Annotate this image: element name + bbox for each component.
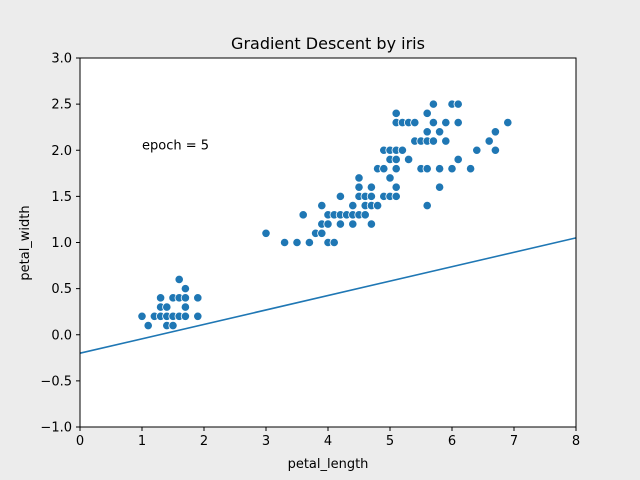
scatter-point xyxy=(453,154,463,165)
scatter-point xyxy=(410,117,420,128)
scatter-point xyxy=(391,164,401,174)
scatter-point xyxy=(490,127,500,137)
y-tick-label: 2.0 xyxy=(51,144,72,159)
y-tick-label: 0.0 xyxy=(51,328,72,343)
y-tick-label: 1.5 xyxy=(51,190,72,205)
x-tick-label: 8 xyxy=(572,434,580,449)
x-tick-label: 5 xyxy=(386,434,394,449)
scatter-point xyxy=(180,293,190,303)
scatter-point xyxy=(366,182,376,192)
scatter-point xyxy=(428,99,438,109)
scatter-point xyxy=(434,127,445,137)
x-tick-label: 2 xyxy=(200,434,208,449)
y-tick-label: −1.0 xyxy=(40,421,72,436)
scatter-point xyxy=(422,164,432,174)
scatter-point xyxy=(317,201,327,211)
scatter-point xyxy=(465,164,476,174)
x-tick-label: 1 xyxy=(138,434,146,449)
scatter-point xyxy=(391,154,401,165)
scatter-point xyxy=(292,237,302,248)
scatter-point xyxy=(180,284,190,294)
scatter-point xyxy=(484,136,494,146)
y-tick-label: 1.0 xyxy=(51,236,72,251)
scatter-point xyxy=(156,293,166,303)
scatter-point xyxy=(279,237,290,248)
scatter-point xyxy=(366,219,376,229)
scatter-point xyxy=(180,311,190,321)
scatter-point xyxy=(403,154,414,165)
regression-line-layer xyxy=(79,237,577,354)
scatter-points xyxy=(137,99,513,331)
scatter-point xyxy=(472,145,482,155)
scatter-point xyxy=(391,191,401,201)
scatter-point xyxy=(304,237,314,248)
scatter-point xyxy=(354,182,364,192)
scatter-point xyxy=(168,320,178,331)
scatter-point xyxy=(441,117,451,128)
y-axis-label: petal_width xyxy=(18,205,33,280)
y-tick-label: −0.5 xyxy=(40,374,72,389)
x-tick-label: 4 xyxy=(324,434,332,449)
scatter-point xyxy=(379,164,389,174)
scatter-point xyxy=(447,164,457,174)
scatter-point xyxy=(162,302,172,312)
scatter-point xyxy=(428,136,438,146)
scatter-point xyxy=(453,117,463,128)
scatter-point xyxy=(193,293,203,303)
scatter-point xyxy=(434,182,445,192)
y-tick-label: 3.0 xyxy=(51,52,72,67)
scatter-point xyxy=(348,219,358,229)
scatter-point xyxy=(317,228,327,238)
scatter-point xyxy=(391,108,401,118)
y-tick-label: 0.5 xyxy=(51,282,72,297)
scatter-point xyxy=(366,191,376,201)
scatter-point xyxy=(372,201,383,211)
scatter-point xyxy=(397,145,407,155)
scatter-point xyxy=(323,219,333,229)
epoch-annotation: epoch = 5 xyxy=(142,139,209,154)
scatter-point xyxy=(174,274,184,284)
scatter-point xyxy=(422,108,432,118)
scatter-point xyxy=(391,182,401,192)
scatter-point xyxy=(180,302,190,312)
scatter-point xyxy=(434,164,445,174)
scatter-point xyxy=(261,228,271,238)
y-axis-ticks: −1.0 −0.5 0.0 0.5 1.0 1.5 2.0 2.5 3.0 xyxy=(40,52,80,436)
scatter-point xyxy=(428,117,438,128)
scatter-point xyxy=(503,117,513,128)
scatter-point xyxy=(422,127,432,137)
scatter-point xyxy=(360,210,370,220)
scatter-point xyxy=(441,136,451,146)
scatter-point xyxy=(298,210,308,220)
regression-line xyxy=(79,237,577,354)
scatter-point xyxy=(490,145,500,155)
scatter-point xyxy=(422,201,432,211)
scatter-point xyxy=(335,219,345,229)
x-tick-label: 0 xyxy=(76,434,84,449)
scatter-point xyxy=(193,311,203,321)
x-axis-ticks: 0 1 2 3 4 5 6 7 8 xyxy=(76,427,580,449)
scatter-point xyxy=(354,173,364,183)
scatter-point xyxy=(335,191,345,201)
x-axis-label: petal_length xyxy=(288,457,369,472)
scatter-point xyxy=(329,237,339,248)
y-tick-label: 2.5 xyxy=(51,98,72,113)
x-tick-label: 7 xyxy=(510,434,518,449)
scatter-point xyxy=(453,99,463,109)
scatter-point xyxy=(143,320,153,331)
x-tick-label: 6 xyxy=(448,434,456,449)
scatter-point xyxy=(348,201,358,211)
x-tick-label: 3 xyxy=(262,434,270,449)
chart-title: Gradient Descent by iris xyxy=(231,34,425,53)
scatter-point xyxy=(137,311,147,321)
scatter-point xyxy=(385,173,395,183)
